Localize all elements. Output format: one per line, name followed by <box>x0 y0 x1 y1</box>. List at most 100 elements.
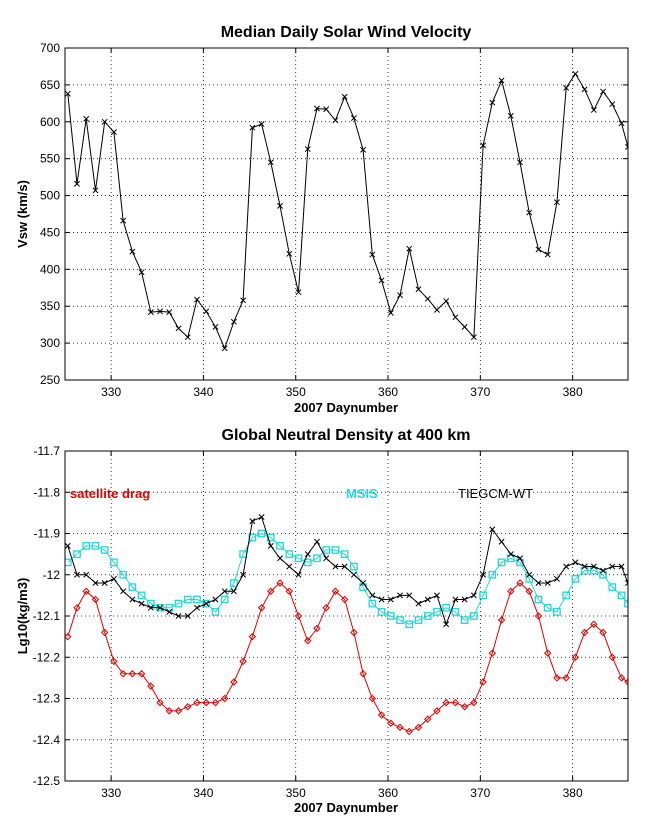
data-point <box>91 595 100 604</box>
data-point-stroke <box>129 248 136 255</box>
data-point <box>314 105 320 112</box>
data-point-stroke <box>92 187 99 194</box>
data-point <box>368 599 377 608</box>
data-point <box>156 698 164 707</box>
data-point-stroke <box>397 292 403 299</box>
data-point <box>82 587 90 595</box>
data-point <box>609 563 616 570</box>
data-point-stroke <box>535 246 542 253</box>
y-tick-label: -12.2 <box>33 650 61 664</box>
data-point <box>286 563 293 570</box>
data-point <box>359 670 367 678</box>
data-point-stroke <box>110 129 117 136</box>
x-tick-label: 350 <box>286 786 306 800</box>
data-point <box>166 309 173 316</box>
data-point-stroke <box>101 580 108 586</box>
data-point-stroke <box>203 308 210 315</box>
data-point-stroke <box>553 199 560 206</box>
data-point-stroke <box>295 289 302 296</box>
data-point <box>590 566 598 575</box>
data-point-stroke <box>74 180 80 187</box>
data-point <box>360 146 367 153</box>
data-point <box>257 529 266 538</box>
data-point-stroke <box>600 567 607 574</box>
data-point-stroke <box>175 613 182 619</box>
y-tick-label: 400 <box>40 262 60 276</box>
data-point-stroke <box>489 526 496 533</box>
y-tick-label: 450 <box>40 225 60 239</box>
data-point <box>304 146 311 153</box>
data-point-stroke <box>461 596 468 603</box>
chart-title: Median Daily Solar Wind Velocity <box>221 24 472 41</box>
data-point <box>488 649 497 657</box>
data-point <box>230 318 237 325</box>
data-point <box>350 571 357 578</box>
y-tick-label: -12.4 <box>33 733 61 747</box>
data-point <box>230 579 238 587</box>
data-point-stroke <box>221 588 228 595</box>
data-point-stroke <box>507 112 514 119</box>
data-point-stroke <box>203 600 210 607</box>
data-point <box>101 118 108 125</box>
data-point <box>571 653 580 661</box>
data-point-stroke <box>295 571 302 578</box>
data-point-stroke <box>230 318 237 325</box>
data-point <box>590 620 598 628</box>
data-point <box>110 575 117 582</box>
data-point-stroke <box>609 101 616 108</box>
plot-area <box>65 451 628 781</box>
data-point-stroke <box>350 115 357 122</box>
data-point-stroke <box>443 621 450 628</box>
data-point <box>212 596 219 603</box>
data-point <box>397 292 403 299</box>
data-point-stroke <box>378 596 385 603</box>
data-point <box>277 202 284 209</box>
data-point <box>65 90 71 97</box>
data-point <box>406 245 413 252</box>
data-point <box>525 587 533 595</box>
data-point-stroke <box>535 580 542 586</box>
data-point-stroke <box>212 596 219 603</box>
data-point <box>266 533 275 542</box>
data-point-stroke <box>314 538 320 545</box>
data-point-stroke <box>600 88 607 95</box>
data-point <box>313 624 321 633</box>
data-point-stroke <box>433 592 440 599</box>
data-point-stroke <box>184 613 191 619</box>
data-point-stroke <box>470 592 477 599</box>
data-point <box>332 563 339 570</box>
data-point <box>212 323 219 330</box>
data-point <box>451 698 460 707</box>
data-point <box>137 670 146 678</box>
data-point <box>489 526 496 533</box>
data-point <box>65 558 72 567</box>
series-line <box>65 70 628 352</box>
data-point-stroke <box>323 555 330 562</box>
data-point <box>203 308 210 315</box>
data-point <box>183 595 192 604</box>
data-point <box>146 599 155 608</box>
data-point <box>129 248 136 255</box>
x-tick-label: 340 <box>193 385 213 399</box>
data-point <box>517 555 523 562</box>
data-point <box>323 106 330 113</box>
data-point <box>535 580 542 586</box>
neutral-density-panel: Global Neutral Density at 400 km 330 340 3… <box>15 427 629 815</box>
data-point <box>590 563 597 570</box>
data-point-stroke <box>480 142 487 149</box>
data-point-stroke <box>341 563 348 570</box>
data-point-stroke <box>461 323 468 330</box>
data-point <box>489 99 496 106</box>
data-point-stroke <box>277 555 284 562</box>
ticks: 330 340 350 360 370 380 -12.5 -12.4 -12.3 -12.2 -1… <box>33 444 628 800</box>
data-point-stroke <box>618 563 625 570</box>
data-point-stroke <box>277 202 284 209</box>
data-point <box>369 251 376 258</box>
data-point <box>74 180 80 187</box>
series-msis <box>65 529 628 629</box>
data-point <box>442 603 451 612</box>
data-point-stroke <box>433 306 440 313</box>
data-point <box>433 608 441 616</box>
data-point <box>507 587 515 595</box>
data-point <box>506 554 515 563</box>
